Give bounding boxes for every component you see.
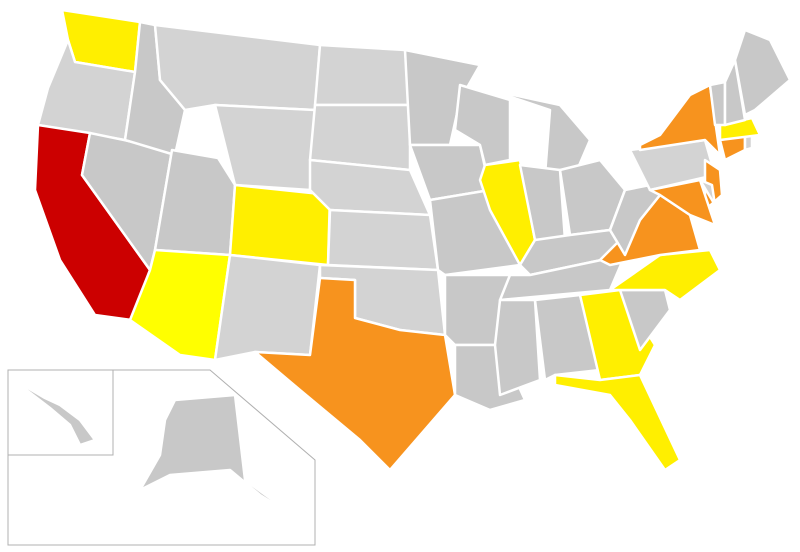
state-fl[interactable] xyxy=(553,373,682,472)
state-de[interactable] xyxy=(698,178,717,207)
state-ne[interactable] xyxy=(308,158,432,217)
state-ak[interactable] xyxy=(138,393,302,522)
state-md[interactable] xyxy=(648,178,717,227)
state-tx[interactable] xyxy=(253,276,457,472)
state-ms[interactable] xyxy=(493,298,542,397)
state-tn[interactable] xyxy=(498,253,627,302)
state-mt[interactable] xyxy=(153,23,322,112)
inset-frame xyxy=(7,369,316,546)
state-nm[interactable] xyxy=(213,253,322,362)
state-ny[interactable] xyxy=(638,83,722,157)
state-la[interactable] xyxy=(453,343,527,412)
state-nh[interactable] xyxy=(723,58,747,127)
state-co[interactable] xyxy=(228,183,332,267)
state-hi[interactable] xyxy=(18,383,97,447)
state-nd[interactable] xyxy=(313,43,412,107)
state-me[interactable] xyxy=(733,28,792,117)
state-ks[interactable] xyxy=(326,208,440,272)
